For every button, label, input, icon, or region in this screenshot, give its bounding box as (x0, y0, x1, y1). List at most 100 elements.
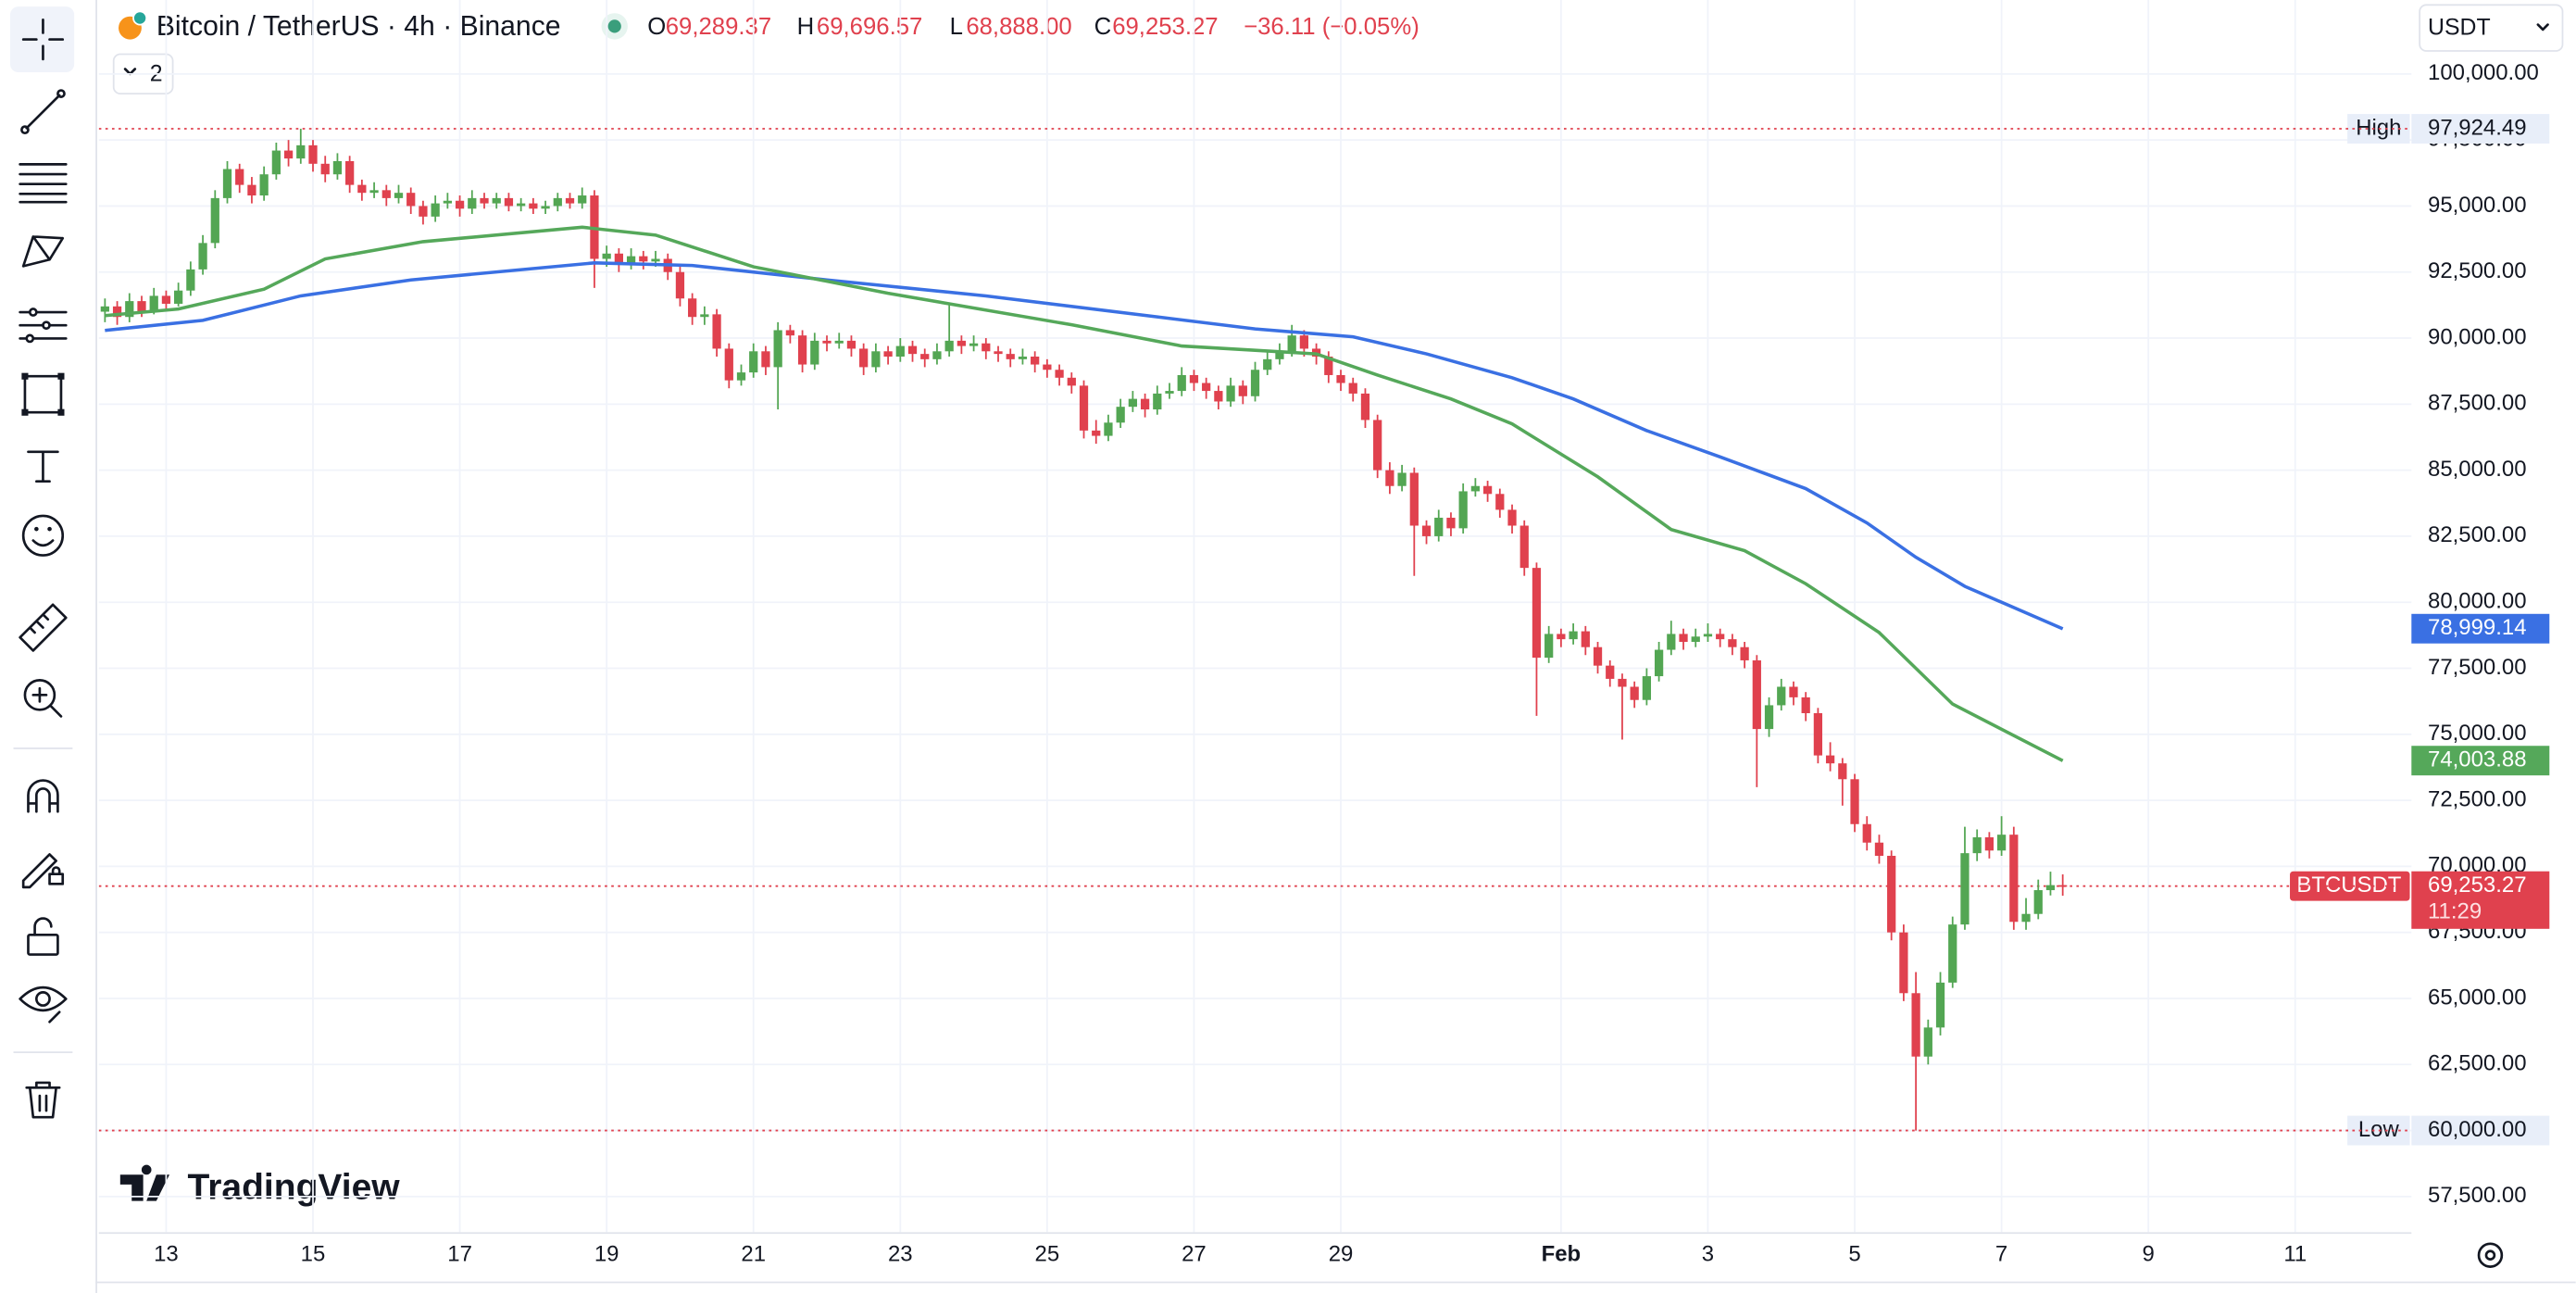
trend-line-tool[interactable] (20, 89, 66, 135)
candle-body (1838, 763, 1847, 780)
candle-body (1850, 779, 1859, 824)
candle-body (1703, 634, 1713, 637)
high-tag-text: High (2356, 115, 2401, 140)
magnet-tool[interactable] (27, 779, 59, 813)
candle-body (1153, 393, 1162, 410)
settings-button[interactable] (2477, 1242, 2504, 1268)
symbol-title: Bitcoin / TetherUS · 4h · Binance (156, 11, 561, 42)
last-price-box (2411, 871, 2550, 929)
candle-body (529, 203, 538, 209)
crosshair-tool[interactable] (9, 6, 75, 73)
y-tick-label: 90,000.00 (2428, 324, 2527, 349)
candle-body (210, 197, 219, 244)
candle-body (1128, 398, 1138, 408)
price-label-box (2411, 746, 2550, 776)
candle-body (1238, 385, 1247, 396)
candle-body (320, 163, 330, 175)
pattern-tool[interactable] (21, 235, 65, 268)
candle-body (749, 351, 758, 373)
currency-selector[interactable] (2419, 4, 2564, 52)
text-tool[interactable] (27, 450, 59, 483)
low-value-box (2411, 1115, 2550, 1146)
candle-body (1557, 634, 1566, 640)
candle-body (712, 314, 721, 349)
candle-body (614, 253, 623, 265)
candle-body (161, 295, 171, 304)
candle-body (1287, 335, 1296, 352)
candle-body (1263, 358, 1272, 370)
candle-body (357, 184, 367, 194)
candle-body (1618, 678, 1627, 687)
candle-body (1043, 364, 1052, 370)
candle-body (1324, 356, 1333, 375)
candle-body (785, 330, 794, 336)
candle-body (994, 351, 1003, 355)
candle-body (1862, 823, 1871, 843)
fib-tool[interactable] (19, 163, 68, 204)
candle-body (1764, 705, 1774, 730)
ohlc-key: L (950, 14, 963, 40)
candle-body (846, 340, 857, 349)
candle-body (1593, 646, 1603, 666)
candle-body (1825, 755, 1835, 764)
candle-body (1055, 370, 1064, 378)
y-tick-label: 85,000.00 (2428, 457, 2527, 482)
candle-body (944, 340, 954, 352)
candle-body (834, 340, 844, 344)
zoom-tool[interactable] (23, 679, 63, 718)
candle-body (1409, 472, 1419, 526)
icon-tool[interactable] (21, 514, 65, 557)
candle-body (982, 343, 991, 352)
remove-tool[interactable] (25, 1081, 61, 1119)
candle-body (1581, 631, 1590, 647)
candle-body (100, 306, 109, 312)
candle-body (198, 243, 207, 270)
candle-body (2045, 885, 2056, 891)
y-tick-label: 95,000.00 (2428, 193, 2527, 218)
candle-body (1214, 391, 1223, 402)
x-tick-label: 27 (1182, 1242, 1207, 1267)
candle-body (1801, 697, 1810, 713)
candle-body (1679, 634, 1688, 642)
candle-body (932, 351, 942, 359)
candle-body (1373, 420, 1382, 471)
x-tick-label: 13 (154, 1242, 179, 1267)
candle-body (406, 193, 416, 207)
candle-body (1887, 855, 1896, 933)
countdown: 11:29 (2428, 898, 2482, 923)
candle-body (419, 206, 428, 217)
ohlc-value: 69,696.57 (817, 14, 922, 40)
price-label: 78,999.14 (2428, 615, 2527, 640)
candle-body (1348, 383, 1357, 394)
lock-tool[interactable] (27, 917, 59, 956)
candle-body (1911, 993, 1920, 1057)
candle-body (1874, 842, 1884, 856)
candle-body (761, 351, 770, 368)
candle-body (1421, 525, 1432, 536)
candle-body (724, 348, 733, 381)
visibility-tool[interactable] (19, 985, 68, 1023)
x-tick-label: 9 (2143, 1242, 2155, 1267)
candle-body (1104, 422, 1113, 436)
measure-tool[interactable] (19, 603, 68, 652)
shape-tool[interactable] (21, 372, 65, 416)
x-tick-label: 29 (1329, 1242, 1354, 1267)
forecast-tool[interactable] (19, 308, 68, 344)
candle-body (1532, 568, 1542, 659)
candle-body (1006, 354, 1015, 359)
y-tick-label: 62,500.00 (2428, 1051, 2527, 1076)
candle-body (1507, 509, 1517, 526)
candle-body (736, 372, 746, 381)
candle-body (186, 269, 195, 291)
candle-body (1031, 356, 1040, 365)
drawing-mode-tool[interactable] (21, 853, 65, 889)
price-label: 74,003.88 (2428, 747, 2527, 772)
candle-body (504, 197, 514, 207)
candle-body (1899, 932, 1908, 994)
candle-body (1116, 407, 1125, 423)
market-status-dot (607, 19, 621, 33)
candle-body (149, 295, 158, 312)
candle-body (1948, 924, 1957, 983)
